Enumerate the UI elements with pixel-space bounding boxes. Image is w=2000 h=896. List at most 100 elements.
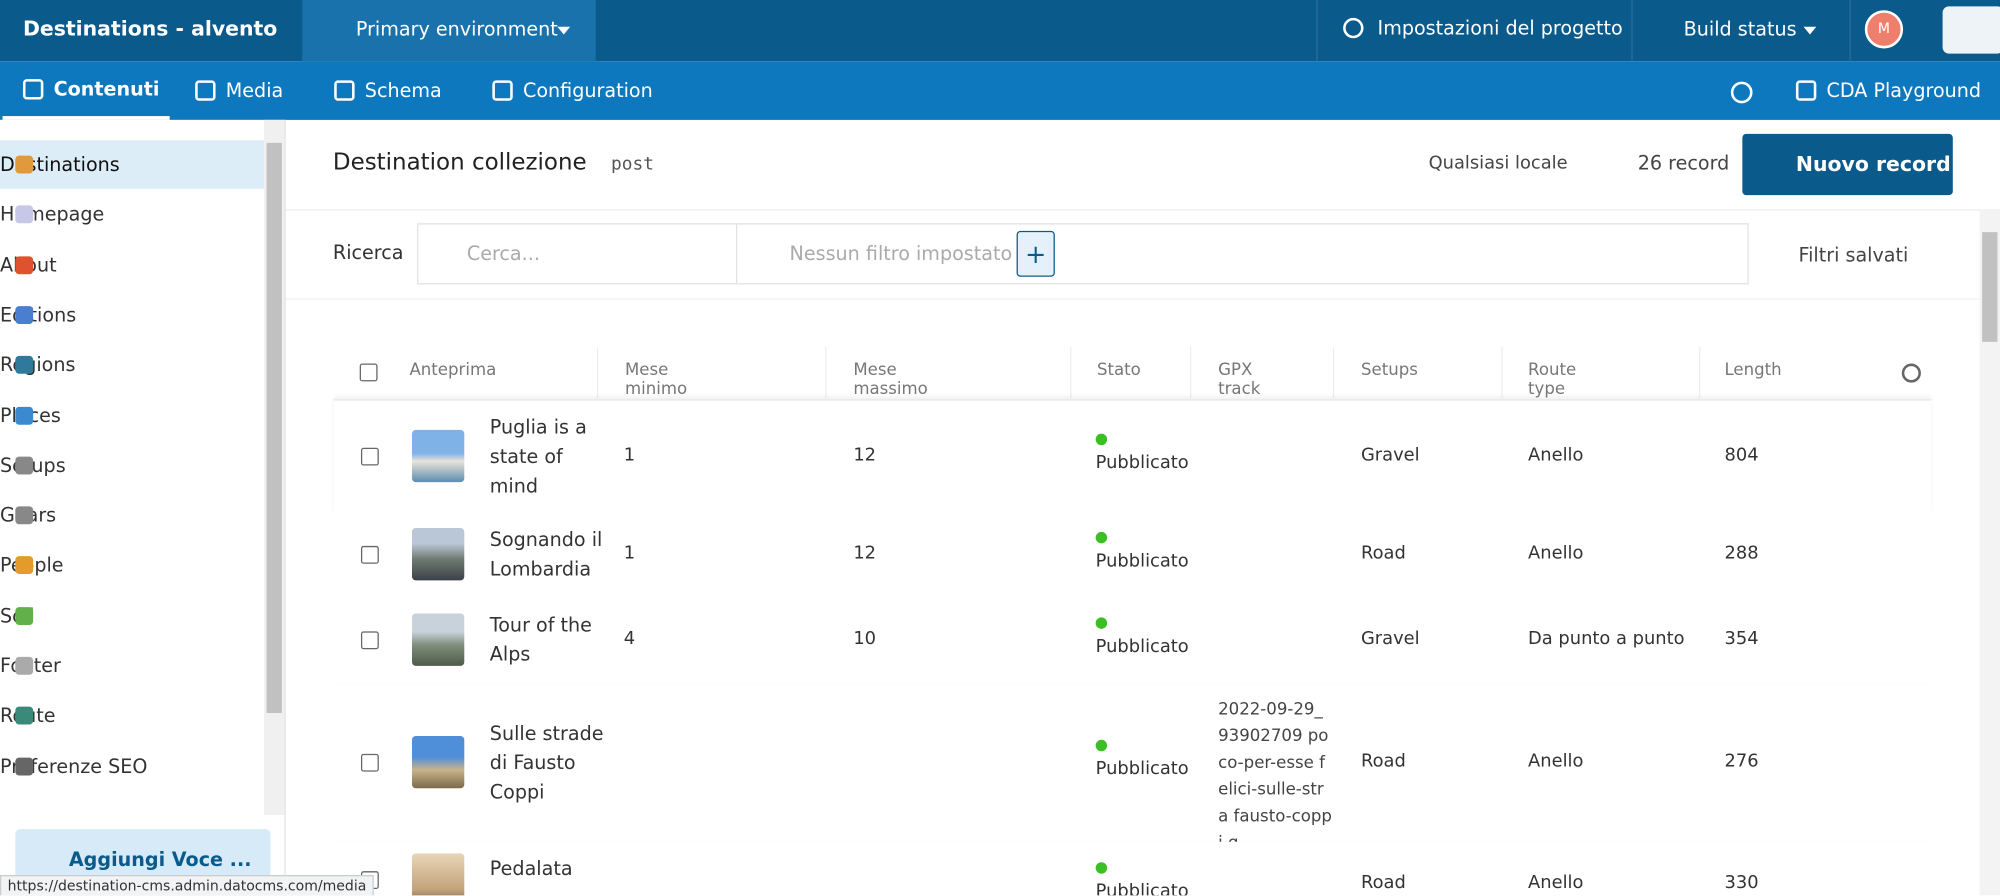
cell-status: Pubblicato	[1095, 617, 1189, 657]
api-key: post	[610, 154, 654, 175]
gear-icon	[1343, 17, 1364, 39]
item-icon	[15, 205, 34, 224]
status-label: Pubblicato	[1095, 758, 1189, 780]
column-divider	[1698, 346, 1701, 398]
item-icon	[15, 406, 34, 425]
tab-icon	[492, 80, 513, 101]
sidebar-item[interactable]: Preferenze SEO	[0, 742, 264, 790]
item-label: Destinations	[0, 153, 120, 177]
record-title[interactable]: Puglia is a state of mind	[489, 415, 587, 498]
nav-tab[interactable]: Configuration	[472, 61, 676, 120]
sidebar-item[interactable]: Footer	[0, 642, 264, 690]
status-dot	[1095, 617, 1108, 629]
project-name[interactable]: Destinations - alvento	[22, 16, 278, 41]
item-icon	[15, 155, 34, 174]
select-all[interactable]	[359, 363, 378, 382]
table-row[interactable]: Sulle strade di Fausto Coppi Pubblicato 20…	[334, 683, 1932, 844]
gift[interactable]	[1942, 6, 2000, 54]
settings-label: Impostazioni del progetto	[1377, 16, 1623, 40]
sidebar-item[interactable]: About	[0, 241, 264, 289]
table-row[interactable]: Puglia is a state of mind 1 12 Pubblicato Gr…	[334, 399, 1932, 515]
cda-playground[interactable]: CDA Playground	[1795, 61, 1981, 120]
sidebar-item[interactable]: Places	[0, 391, 264, 439]
column-header[interactable]: Length	[1724, 360, 1782, 381]
build[interactable]: Build status	[1630, 0, 1851, 62]
thumb	[266, 142, 282, 714]
thumbnail	[411, 853, 465, 896]
sidebar-item[interactable]: Gears	[0, 491, 264, 539]
sidebar-item[interactable]: People	[0, 541, 264, 589]
search-box[interactable]: Cerca... Nessun filtro impostato +	[417, 223, 1749, 285]
column-header[interactable]: Mese massimo	[853, 360, 928, 400]
column-header[interactable]: GPX track	[1218, 360, 1261, 400]
cell-status: Pubblicato	[1095, 862, 1189, 895]
column-divider	[825, 346, 827, 398]
row-checkbox[interactable]	[360, 753, 379, 772]
search-input[interactable]: Cerca...	[466, 242, 540, 266]
sidebar-item[interactable]: Setups	[0, 441, 264, 489]
item-label: Soil	[0, 591, 264, 639]
search-bar: Ricerca Cerca... Nessun filtro impostato…	[285, 209, 1980, 300]
env-switch[interactable]: Primary environment	[302, 0, 596, 62]
cell-length: 276	[1724, 751, 1759, 772]
cell-route: Anello	[1528, 542, 1584, 564]
table-row[interactable]: Tour of the Alps 4 10 Pubblicato Gravel Da pu…	[334, 596, 1932, 685]
nav-tab[interactable]: Schema	[314, 61, 467, 120]
column-header[interactable]: Mese minimo	[624, 360, 688, 400]
saved-filters[interactable]: Filtri salvati	[1798, 243, 1909, 267]
table-row[interactable]: Pedalata Pubblicato Road Anello 330	[334, 841, 1932, 896]
status-dot	[1095, 739, 1108, 752]
cell-route: Anello	[1528, 751, 1584, 772]
sidebar-item[interactable]: Homepage	[0, 190, 264, 238]
item-label: Homepage	[0, 203, 105, 227]
sidebar-item[interactable]: Regions	[0, 341, 264, 389]
new-record[interactable]: Nuovo record	[1742, 133, 1953, 196]
sidebar-item[interactable]: Route	[0, 692, 264, 740]
cell-length: 804	[1724, 445, 1759, 466]
cell-route: Anello	[1528, 872, 1584, 893]
top-bar: Destinations - alvento Primary environme…	[0, 0, 2000, 62]
cda-icon	[1795, 80, 1817, 101]
sidebar-item[interactable]: Editions	[0, 291, 264, 339]
scrollbar	[1979, 209, 2000, 896]
nav-tab[interactable]: Contenuti	[2, 61, 170, 120]
record-title[interactable]: Tour of the Alps	[489, 613, 592, 666]
record-title[interactable]: Sulle strade di Fausto Coppi	[489, 721, 604, 804]
avatar[interactable]: M	[1864, 10, 1904, 49]
cell-length: 354	[1724, 628, 1759, 650]
row-checkbox[interactable]	[360, 631, 379, 650]
column-header[interactable]: Route type	[1528, 360, 1577, 400]
column-divider	[1190, 346, 1192, 398]
status-label: Pubblicato	[1095, 452, 1189, 474]
sidebar-item[interactable]: Destinations	[0, 140, 265, 189]
cell-setups: Road	[1360, 542, 1406, 564]
sidebar-item[interactable]: Soil	[0, 591, 264, 639]
cell-setups: Road	[1360, 751, 1406, 772]
status-dot	[1095, 433, 1108, 446]
column-header[interactable]: Setups	[1360, 360, 1418, 381]
search-icon[interactable]	[1730, 81, 1753, 104]
row-checkbox[interactable]	[360, 545, 379, 564]
settings[interactable]: Impostazioni del progetto	[1316, 0, 1633, 62]
cell-status: Pubblicato	[1095, 739, 1189, 780]
cell-status: Pubblicato	[1095, 531, 1189, 571]
columns-settings[interactable]	[1901, 363, 1921, 383]
cell-min: 4	[623, 628, 636, 650]
record-count: 26 record	[1637, 151, 1730, 175]
column-header[interactable]: Anteprima	[409, 360, 497, 381]
table-row[interactable]: Sognando il Lombardia 1 12 Pubblicato Road An…	[334, 511, 1932, 599]
row-checkbox[interactable]	[360, 447, 379, 466]
add-filter[interactable]: +	[1016, 230, 1055, 277]
locale[interactable]: Qualsiasi locale	[1428, 153, 1568, 174]
cell-length: 330	[1724, 872, 1759, 893]
nav-bar: Contenuti Media Schema Configuration CDA Pla…	[0, 61, 2000, 120]
item-label: Preferenze SEO	[0, 754, 148, 778]
record-title[interactable]: Sognando il Lombardia	[489, 527, 603, 580]
nav-tab[interactable]: Media	[175, 61, 308, 120]
record-title[interactable]: Pedalata	[489, 857, 573, 881]
add-label: Aggiungi Voce ...	[68, 848, 252, 872]
cell-max: 10	[853, 628, 877, 650]
column-divider	[1332, 346, 1335, 398]
column-header[interactable]: Stato	[1096, 360, 1141, 381]
